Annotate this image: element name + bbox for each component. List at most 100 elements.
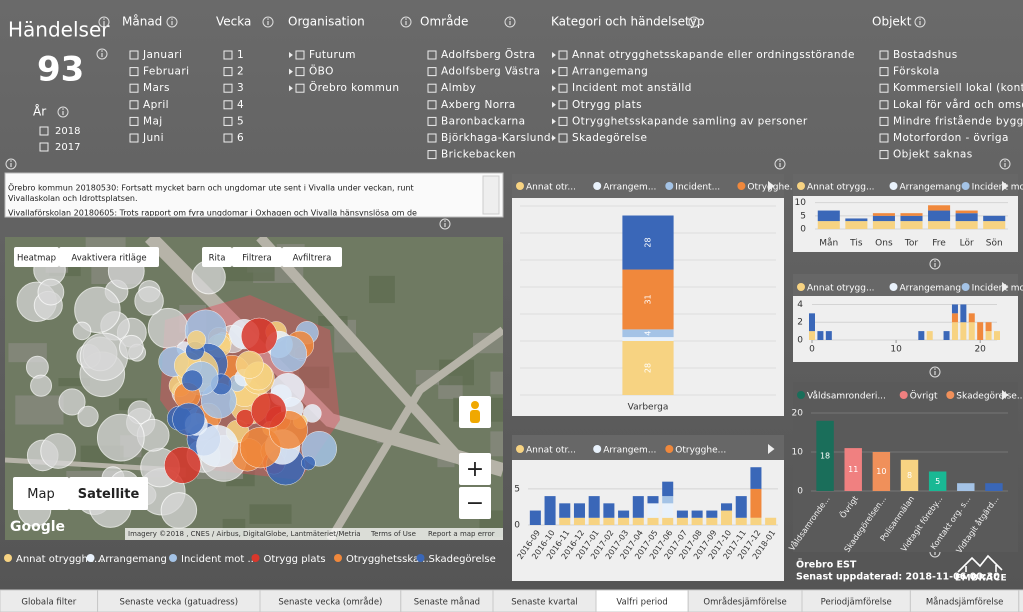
- checkbox[interactable]: [295, 50, 305, 60]
- expander[interactable]: [1002, 282, 1009, 292]
- filter-item[interactable]: Annat otrygghetsskapande eller ordningss…: [572, 49, 855, 61]
- filter-item[interactable]: Otrygg plats: [572, 99, 642, 111]
- info-icon[interactable]: [96, 48, 108, 60]
- checkbox[interactable]: [223, 50, 233, 60]
- checkbox[interactable]: [558, 116, 568, 126]
- map-report[interactable]: Report a map error: [428, 530, 495, 538]
- expander[interactable]: [289, 85, 293, 92]
- expander[interactable]: [487, 205, 493, 209]
- filter-item[interactable]: Juni: [142, 132, 164, 144]
- zoom-button-bg[interactable]: [459, 487, 491, 519]
- checkbox[interactable]: [879, 100, 889, 110]
- info-icon[interactable]: [166, 16, 178, 28]
- map-button-bg[interactable]: [14, 247, 59, 267]
- checkbox[interactable]: [427, 150, 437, 160]
- map-type-bg[interactable]: [13, 477, 69, 510]
- checkbox[interactable]: [39, 126, 49, 136]
- map-terms[interactable]: Terms of Use: [370, 530, 416, 538]
- tab-label[interactable]: Senaste kvartal: [511, 598, 577, 608]
- tab-label[interactable]: Periodjämförelse: [821, 598, 892, 608]
- map-button[interactable]: Filtrera: [242, 254, 272, 264]
- checkbox[interactable]: [129, 100, 139, 110]
- checkbox[interactable]: [129, 50, 139, 60]
- tab-label[interactable]: Senaste vecka (gatuadress): [120, 598, 239, 608]
- filter-item[interactable]: Brickebacken: [441, 149, 516, 161]
- map-marker[interactable]: [303, 404, 322, 423]
- info-icon[interactable]: [5, 158, 17, 170]
- checkbox[interactable]: [558, 100, 568, 110]
- checkbox[interactable]: [558, 83, 568, 93]
- filter-item[interactable]: 5: [237, 115, 244, 127]
- checkbox[interactable]: [879, 67, 889, 77]
- info-icon[interactable]: [999, 158, 1011, 170]
- info-icon[interactable]: [98, 16, 110, 28]
- filter-item[interactable]: Incident mot anställd: [572, 82, 692, 94]
- tab-label[interactable]: Valfri period: [616, 598, 667, 608]
- info-icon[interactable]: [439, 218, 451, 230]
- checkbox[interactable]: [223, 83, 233, 93]
- map-button-bg[interactable]: [282, 247, 342, 267]
- checkbox[interactable]: [558, 50, 568, 60]
- map-marker[interactable]: [172, 402, 206, 436]
- expander[interactable]: [552, 135, 556, 141]
- filter-item[interactable]: Arrangemang: [572, 66, 648, 78]
- checkbox[interactable]: [223, 100, 233, 110]
- tab-label[interactable]: Månadsjämförelse: [926, 597, 1004, 608]
- checkbox[interactable]: [879, 50, 889, 60]
- checkbox[interactable]: [879, 150, 889, 160]
- expander[interactable]: [552, 85, 556, 92]
- zoom-button[interactable]: −: [466, 491, 484, 516]
- expander[interactable]: [289, 68, 293, 75]
- expander[interactable]: [768, 444, 775, 454]
- map-marker[interactable]: [240, 317, 278, 355]
- checkbox[interactable]: [558, 67, 568, 77]
- expander[interactable]: [552, 68, 556, 75]
- checkbox[interactable]: [295, 83, 305, 93]
- filter-item[interactable]: Februari: [143, 66, 189, 78]
- filter-item[interactable]: Örebro kommun: [309, 81, 399, 94]
- map-button[interactable]: Avaktivera ritläge: [71, 254, 146, 264]
- checkbox[interactable]: [39, 142, 49, 152]
- checkbox[interactable]: [129, 83, 139, 93]
- tab[interactable]: [1018, 589, 1023, 612]
- checkbox[interactable]: [223, 116, 233, 126]
- map-button-bg[interactable]: [59, 247, 159, 267]
- info-icon[interactable]: [262, 16, 274, 28]
- expander[interactable]: [1002, 390, 1009, 400]
- filter-item[interactable]: Skadegörelse: [572, 132, 647, 144]
- filter-item[interactable]: 2: [237, 66, 244, 78]
- map-button-bg[interactable]: [202, 247, 232, 267]
- checkbox[interactable]: [129, 133, 139, 143]
- filter-item[interactable]: Adolfsberg Västra: [441, 66, 540, 78]
- checkbox[interactable]: [427, 67, 437, 77]
- filter-item[interactable]: Kommersiell lokal (konto: [893, 82, 1023, 94]
- map-marker[interactable]: [301, 455, 316, 471]
- filter-item[interactable]: Björkhaga-Karslund-: [441, 132, 555, 144]
- filter-item[interactable]: 6: [237, 132, 244, 144]
- filter-item[interactable]: ÖBO: [309, 65, 334, 78]
- map-marker[interactable]: [187, 330, 207, 350]
- expander[interactable]: [289, 52, 293, 58]
- filter-item[interactable]: Januari: [142, 49, 182, 61]
- checkbox[interactable]: [223, 133, 233, 143]
- map-type-bg[interactable]: [69, 477, 148, 510]
- expander[interactable]: [552, 52, 556, 58]
- expander[interactable]: [552, 101, 556, 108]
- info-icon[interactable]: [504, 16, 516, 28]
- filter-item[interactable]: Otrygghetsskapande samling av personer: [572, 115, 808, 127]
- expander[interactable]: [552, 118, 556, 125]
- filter-item[interactable]: Förskola: [893, 66, 940, 78]
- info-icon[interactable]: [57, 106, 69, 118]
- tab-label[interactable]: Senaste vecka (område): [278, 597, 382, 608]
- filter-item[interactable]: Adolfsberg Östra: [441, 48, 535, 61]
- checkbox[interactable]: [879, 133, 889, 143]
- filter-item[interactable]: April: [143, 99, 169, 111]
- map-marker[interactable]: [270, 335, 308, 373]
- map-button[interactable]: Heatmap: [17, 254, 56, 264]
- filter-item[interactable]: Axberg Norra: [441, 99, 516, 111]
- info-icon[interactable]: [929, 258, 941, 270]
- filter-item[interactable]: Mars: [143, 82, 170, 94]
- filter-item[interactable]: Baronbackarna: [441, 115, 525, 127]
- year-option[interactable]: 2018: [55, 126, 80, 137]
- year-option[interactable]: 2017: [55, 142, 80, 153]
